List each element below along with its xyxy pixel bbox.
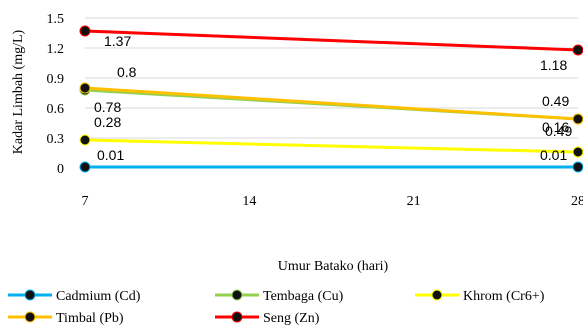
data-point	[572, 113, 583, 125]
legend-marker	[431, 289, 443, 301]
data-point	[572, 161, 583, 173]
x-tick-label: 7	[82, 194, 89, 209]
x-tick-label: 28	[571, 194, 583, 209]
legend-marker	[24, 289, 36, 301]
x-tick-label: 14	[242, 194, 256, 209]
x-tick-label: 21	[407, 194, 421, 209]
legend-label: Tembaga (Cu)	[263, 289, 344, 304]
legend-marker	[231, 311, 243, 323]
data-point	[79, 25, 91, 37]
data-point	[79, 161, 91, 173]
data-label: 0.16	[542, 119, 569, 135]
data-points	[79, 25, 583, 173]
series-lines	[84, 29, 579, 169]
y-tick-label: 1.5	[47, 12, 65, 27]
data-label: 1.37	[104, 33, 131, 49]
data-label: 0.8	[117, 64, 137, 80]
data-point	[79, 134, 91, 146]
data-label: 0.01	[97, 147, 124, 163]
data-label: 0.78	[94, 99, 121, 115]
series-line	[84, 86, 579, 121]
legend-label: Cadmium (Cd)	[56, 289, 141, 304]
y-tick-label: 0.6	[47, 102, 65, 117]
data-label: 0.01	[540, 147, 567, 163]
data-label: 1.18	[540, 57, 567, 73]
legend: Cadmium (Cd) Tembaga (Cu) Khrom (Cr6+) Timb…	[8, 289, 545, 326]
data-point	[572, 146, 583, 158]
x-tick-labels: 7 14 21 28	[82, 194, 583, 209]
y-axis-title: Kadar Limbah (mg/L)	[11, 29, 26, 154]
legend-label: Timbal (Pb)	[56, 311, 124, 326]
y-tick-labels: 0 0.3 0.6 0.9 1.2 1.5	[47, 12, 65, 177]
y-tick-label: 0.3	[47, 132, 65, 147]
legend-marker	[231, 289, 243, 301]
series-line	[84, 29, 579, 52]
legend-entry: Timbal (Pb)	[8, 311, 124, 326]
legend-entry: Cadmium (Cd)	[8, 289, 141, 304]
data-label: 0.49	[545, 123, 572, 139]
data-point	[572, 44, 583, 56]
legend-label: Khrom (Cr6+)	[463, 289, 545, 304]
legend-marker	[24, 311, 36, 323]
data-labels: 0.01 0.01 0.78 0.49 0.28 0.16 0.8 0.49 1.37 1.18	[94, 33, 572, 163]
data-label: 0.49	[542, 93, 569, 109]
y-tick-label: 0	[57, 162, 64, 177]
legend-entry: Tembaga (Cu)	[215, 289, 344, 304]
data-point	[79, 82, 91, 94]
series-line	[84, 138, 579, 154]
legend-entry: Khrom (Cr6+)	[415, 289, 545, 304]
x-axis-title: Umur Batako (hari)	[278, 259, 389, 274]
y-tick-label: 1.2	[47, 42, 65, 57]
legend-label: Seng (Zn)	[263, 311, 320, 326]
y-tick-label: 0.9	[47, 72, 65, 87]
data-label: 0.28	[94, 114, 121, 130]
legend-entry: Seng (Zn)	[215, 311, 320, 326]
